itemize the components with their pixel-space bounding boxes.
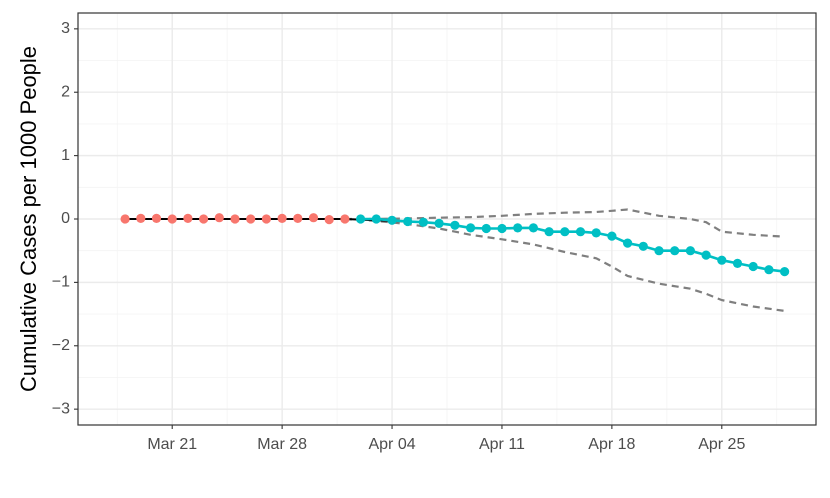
x-tick-label: Mar 21 — [147, 436, 197, 453]
post-period-point — [513, 223, 523, 233]
series-lines — [360, 217, 785, 273]
post-period-point — [528, 223, 539, 233]
pre-period-point — [277, 213, 287, 223]
y-tick-label: −1 — [52, 274, 70, 291]
pre-period-point — [199, 214, 209, 224]
post-period-point — [575, 227, 586, 237]
post-period-point — [685, 246, 696, 256]
post-period-point — [356, 214, 366, 224]
pre-period-point — [151, 213, 162, 223]
y-tick-label: −2 — [52, 337, 70, 354]
x-tick-label: Apr 18 — [588, 436, 635, 453]
y-axis: 3 2 1 0 −1 −2 −3 — [52, 20, 78, 417]
post-period-point — [466, 223, 476, 233]
post-period-point — [544, 227, 554, 237]
post-period-point — [780, 267, 790, 277]
post-period-point — [403, 216, 413, 227]
post-period-point — [732, 258, 743, 268]
post-period-point — [560, 227, 570, 237]
post-period-point — [450, 220, 460, 230]
post-period-point — [591, 228, 601, 238]
y-axis-title: Cumulative Cases per 1000 People — [16, 46, 41, 392]
post-period-point — [748, 261, 758, 272]
pre-period-point — [120, 214, 130, 224]
pre-period-point — [293, 213, 303, 223]
post-period-point — [670, 246, 680, 256]
post-period-line — [360, 217, 785, 273]
x-axis: Mar 21 Mar 28 Apr 04 Apr 11 Apr 18 Apr 25 — [147, 425, 745, 453]
pre-period-point — [214, 213, 224, 223]
x-tick-label: Apr 25 — [698, 436, 745, 453]
post-period-point — [654, 246, 664, 256]
y-tick-label: 3 — [61, 20, 70, 37]
post-period-point — [764, 265, 774, 275]
post-period-point — [607, 231, 617, 241]
post-period-point — [638, 241, 648, 251]
lower-confidence-bound — [344, 217, 785, 312]
y-tick-label: 2 — [61, 83, 70, 100]
pre-period-point — [167, 214, 177, 224]
post-period-point — [623, 238, 633, 248]
x-tick-label: Apr 04 — [368, 436, 415, 453]
y-tick-label: 1 — [61, 147, 70, 164]
y-tick-label: −3 — [52, 400, 70, 417]
pre-period-point — [261, 214, 271, 224]
pre-period-point — [340, 214, 350, 224]
x-tick-label: Mar 28 — [257, 436, 307, 453]
pre-period-point — [136, 213, 146, 223]
pre-period-point — [308, 213, 319, 223]
confidence-bands — [344, 208, 785, 312]
post-period-point — [701, 250, 711, 260]
data-points — [120, 213, 790, 277]
pre-period-point — [246, 214, 256, 224]
x-tick-label: Apr 11 — [479, 436, 525, 453]
post-period-point — [371, 214, 381, 224]
pre-period-point — [230, 214, 240, 224]
y-tick-label: 0 — [61, 210, 70, 227]
post-period-point — [717, 255, 727, 265]
post-period-point — [387, 215, 397, 225]
pre-period-point — [183, 213, 193, 223]
post-period-point — [497, 223, 507, 234]
post-period-point — [481, 223, 491, 234]
post-period-point — [418, 217, 428, 227]
pre-period-point — [324, 215, 334, 225]
post-period-point — [434, 218, 444, 228]
